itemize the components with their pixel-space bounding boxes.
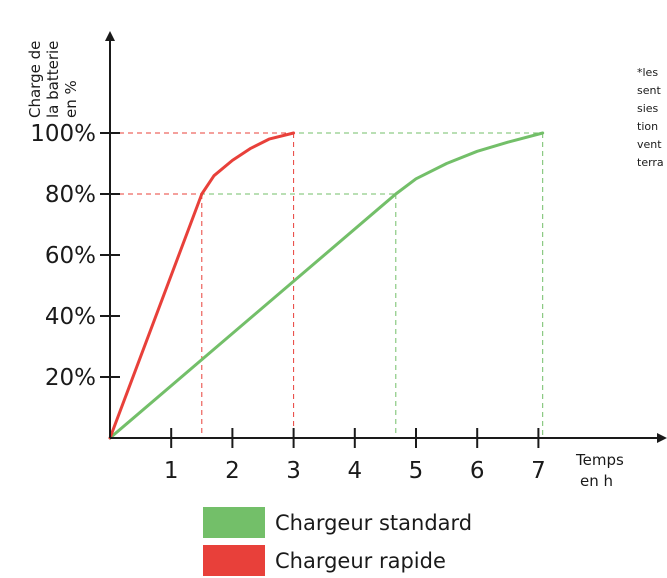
y-tick-label-60: 60% (45, 243, 96, 269)
footnote: *les sent sies tion vent terra (637, 66, 664, 169)
y-tick-label-40: 40% (45, 304, 96, 330)
axes (105, 31, 667, 443)
y-axis-title-line-3: en % (62, 80, 80, 118)
x-tick-label-2: 2 (225, 458, 240, 484)
x-axis-title-line-2: en h (580, 472, 613, 490)
x-tick-label-4: 4 (347, 458, 362, 484)
y-tick-label-20: 20% (45, 365, 96, 391)
series-lines (108, 131, 545, 440)
series-line-1 (108, 131, 296, 440)
footnote-line-3: sies (637, 102, 659, 115)
footnote-line-2: sent (637, 84, 661, 97)
footnote-line-5: vent (637, 138, 662, 151)
legend: Chargeur standard Chargeur rapide (203, 507, 472, 576)
y-axis-title-line-1: Charge de (26, 41, 44, 118)
y-axis-title: Charge de la batterie en % (26, 41, 80, 118)
ticks: 20% 40% 60% 80% 100% 1 2 3 4 5 6 7 (30, 121, 545, 484)
guide-lines (110, 132, 544, 438)
x-tick-label-1: 1 (164, 458, 179, 484)
legend-item-rapid: Chargeur rapide (203, 545, 446, 576)
legend-item-standard: Chargeur standard (203, 507, 472, 538)
y-axis-title-line-2: la batterie (44, 41, 62, 118)
x-axis-title-line-1: Temps (575, 451, 624, 469)
legend-label-standard: Chargeur standard (275, 511, 472, 535)
footnote-line-6: terra (637, 156, 664, 169)
series-line-0 (108, 131, 545, 440)
legend-swatch-standard (203, 507, 265, 538)
y-tick-label-80: 80% (45, 182, 96, 208)
x-tick-label-3: 3 (286, 458, 301, 484)
legend-label-rapid: Chargeur rapide (275, 549, 446, 573)
x-tick-label-6: 6 (470, 458, 485, 484)
footnote-line-4: tion (637, 120, 658, 133)
y-tick-label-100: 100% (30, 121, 96, 147)
footnote-line-1: *les (637, 66, 658, 79)
x-tick-label-7: 7 (531, 458, 546, 484)
x-tick-label-5: 5 (409, 458, 424, 484)
legend-swatch-rapid (203, 545, 265, 576)
